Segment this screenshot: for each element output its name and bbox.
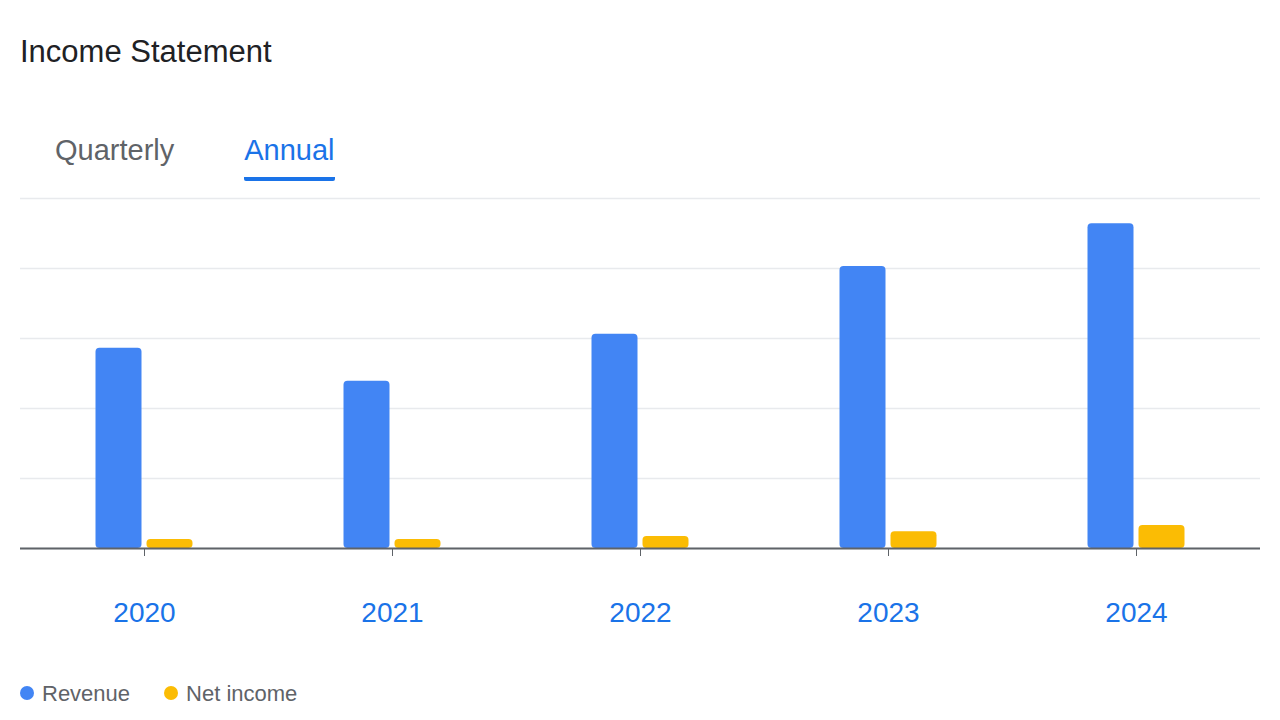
- html-text:Annual: Annual: [244, 134, 335, 166]
- svg-text:2021: 2021: [361, 597, 423, 628]
- svg-text:2023: 2023: [857, 597, 919, 628]
- html-text:Income Statement: Income Statement: [20, 34, 272, 69]
- svg-text:2020: 2020: [113, 597, 175, 628]
- svg-text:2024: 2024: [1105, 597, 1167, 628]
- html-text:Revenue: Revenue: [42, 681, 131, 706]
- html-text:Net income: Net income: [186, 681, 298, 706]
- html-text:Quarterly: Quarterly: [55, 134, 175, 166]
- svg-text:2022: 2022: [609, 597, 671, 628]
